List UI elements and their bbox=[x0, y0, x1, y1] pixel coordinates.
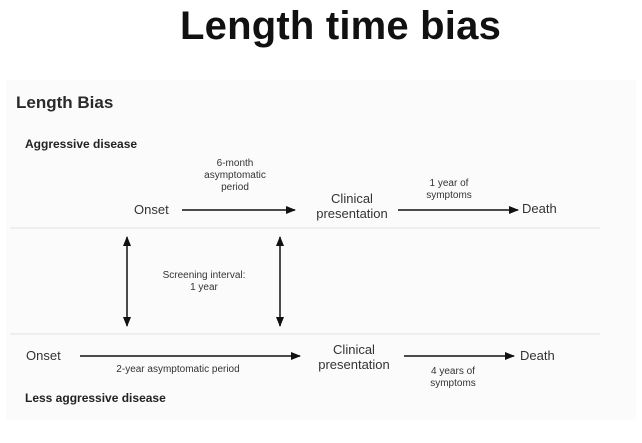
aggressive-heading: Aggressive disease bbox=[25, 137, 138, 151]
slide-title: Length time bias bbox=[180, 4, 502, 48]
less-aggressive-onset: Onset bbox=[26, 348, 61, 363]
aggressive-clinical-presentation: Clinical presentation bbox=[316, 191, 388, 221]
less-aggressive-death: Death bbox=[520, 348, 555, 363]
less-aggressive-symptoms-label: 4 years of symptoms bbox=[430, 366, 476, 389]
aggressive-symptoms-label: 1 year of symptoms bbox=[426, 178, 472, 201]
less-aggressive-heading: Less aggressive disease bbox=[25, 391, 166, 405]
aggressive-asymptomatic-label: 6-month asymptomatic period bbox=[204, 158, 266, 193]
aggressive-onset: Onset bbox=[134, 202, 169, 217]
aggressive-death: Death bbox=[522, 201, 557, 216]
less-aggressive-clinical-presentation: Clinical presentation bbox=[318, 342, 390, 372]
figure-panel bbox=[6, 80, 636, 420]
less-aggressive-asymptomatic-label: 2-year asymptomatic period bbox=[116, 364, 240, 375]
figure-subtitle: Length Bias bbox=[16, 93, 114, 112]
screening-interval-label: Screening interval: 1 year bbox=[162, 270, 246, 293]
